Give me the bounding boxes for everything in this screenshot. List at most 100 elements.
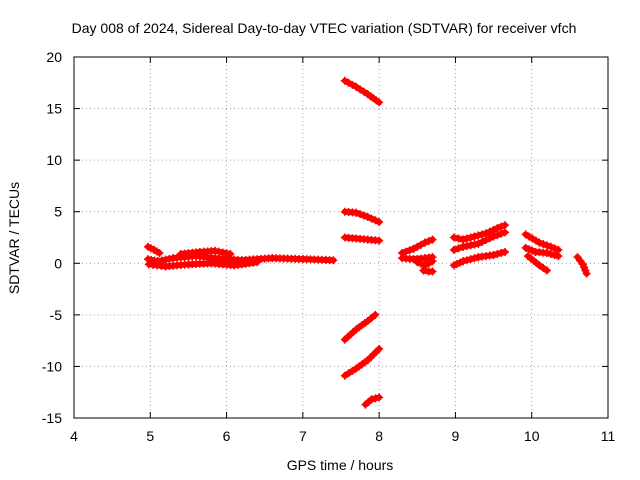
data-point (493, 231, 502, 240)
data-point (449, 233, 458, 242)
data-point (417, 259, 426, 268)
series-arc-10b (521, 243, 563, 261)
series-arc-start-tail (143, 242, 164, 257)
data-point (501, 221, 510, 230)
series-arc-main-upper (176, 246, 235, 259)
data-point (542, 266, 551, 275)
series-arc-8.5c (413, 257, 437, 270)
data-point (546, 250, 555, 259)
data-point (462, 234, 471, 243)
data-point (546, 242, 555, 251)
data-point (489, 232, 498, 241)
x-tick-label: 4 (70, 428, 78, 444)
series-arc-10a (521, 230, 563, 254)
data-point (363, 212, 372, 221)
series-arc-m7 (340, 310, 380, 344)
series-arc-m13 (361, 393, 384, 409)
y-tick-label: 15 (46, 101, 62, 117)
chart-title: Day 008 of 2024, Sidereal Day-to-day VTE… (72, 20, 577, 36)
data-point (466, 255, 475, 264)
data-point (375, 98, 384, 107)
data-point (367, 395, 376, 404)
data-point (428, 257, 437, 266)
data-point (155, 248, 164, 257)
series-arc-8.5a (398, 235, 437, 257)
data-point (329, 256, 338, 265)
data-point (550, 251, 559, 260)
y-tick-label: -5 (50, 307, 63, 323)
data-point (474, 231, 483, 240)
series-arc-9c (449, 247, 510, 270)
data-point (497, 222, 506, 231)
series-arc-top (340, 76, 384, 107)
data-point (493, 224, 502, 233)
x-tick-label: 10 (524, 428, 540, 444)
data-point (401, 247, 410, 256)
data-series (143, 76, 591, 409)
y-tick-label: -15 (42, 410, 62, 426)
series-arc-5 (340, 207, 384, 227)
series-arc-m10 (340, 344, 384, 380)
data-point (371, 216, 380, 225)
data-point (481, 229, 490, 238)
data-point (375, 393, 384, 402)
data-point (542, 241, 551, 250)
data-point (371, 394, 380, 403)
data-point (161, 255, 170, 264)
data-point (497, 248, 506, 257)
data-point (582, 269, 591, 278)
data-point (466, 241, 475, 250)
data-point (405, 246, 414, 255)
y-tick-label: 20 (46, 49, 62, 65)
data-point (420, 238, 429, 247)
x-tick-label: 9 (452, 428, 460, 444)
data-point (222, 249, 231, 258)
data-point (501, 228, 510, 237)
y-axis-label: SDTVAR / TECUs (6, 182, 22, 294)
x-axis-label: GPS time / hours (287, 457, 394, 473)
data-point (470, 240, 479, 249)
data-point (218, 248, 227, 257)
y-tick-label: -10 (42, 358, 62, 374)
data-point (481, 236, 490, 245)
data-point (413, 258, 422, 267)
data-point (454, 244, 463, 253)
data-point (454, 234, 463, 243)
x-tick-label: 11 (601, 428, 616, 444)
data-point (214, 247, 223, 256)
y-tick-label: 10 (46, 152, 62, 168)
plot-frame (73, 56, 609, 419)
data-point (375, 218, 384, 227)
data-point (428, 267, 437, 276)
data-point (359, 211, 368, 220)
data-point (367, 214, 376, 223)
data-point (542, 248, 551, 257)
data-point (253, 258, 262, 267)
data-point (459, 235, 468, 244)
data-point (470, 232, 479, 241)
data-point (501, 247, 510, 256)
data-point (462, 242, 471, 251)
data-point (466, 233, 475, 242)
data-point (474, 239, 483, 248)
data-point (428, 235, 437, 244)
data-point (459, 257, 468, 266)
data-point (449, 245, 458, 254)
data-point (485, 234, 494, 243)
data-point (493, 250, 502, 259)
data-point (226, 250, 235, 259)
data-point (489, 251, 498, 260)
series-arc-10.7 (573, 253, 591, 278)
series-arc-main-lower (144, 258, 262, 271)
data-point (356, 210, 365, 219)
series-arc-2 (340, 233, 384, 245)
x-tick-label: 8 (375, 428, 383, 444)
y-tick-label: 0 (54, 255, 62, 271)
series-arc-9a (449, 221, 510, 244)
data-point (497, 229, 506, 238)
series-arc-9b (449, 228, 510, 254)
data-point (211, 246, 220, 255)
x-tick-label: 6 (223, 428, 231, 444)
data-point (424, 237, 433, 246)
